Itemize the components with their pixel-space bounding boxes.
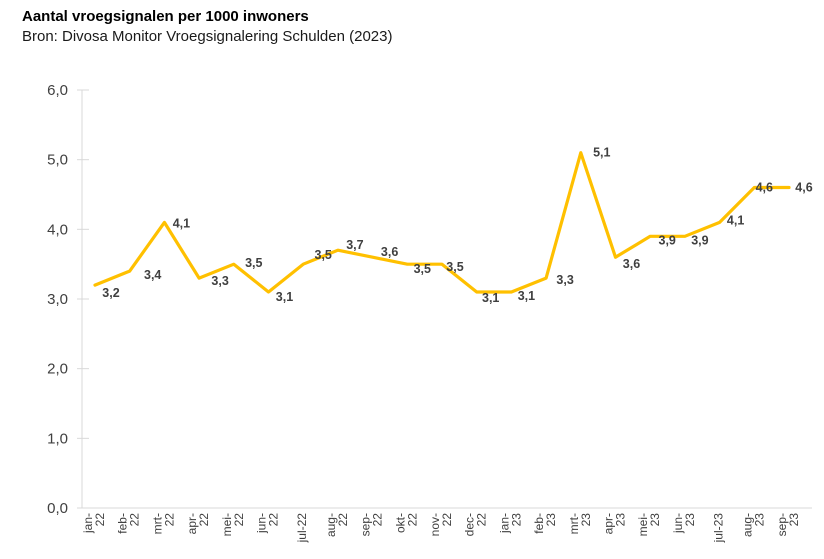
x-tick-label: mrt- (150, 513, 164, 534)
axes (81, 90, 812, 509)
x-tick-label: 22 (267, 513, 281, 527)
data-point-label: 3,7 (346, 238, 363, 252)
x-tick-label: jul-22 (295, 513, 309, 544)
x-tick-label: feb- (116, 513, 130, 534)
x-tick-label: sep- (359, 513, 373, 536)
series-line (93, 151, 791, 294)
x-tick-labels: jan-22 feb-22 mrt-22 apr-22 mei-22 jun-22 jul-… (81, 513, 801, 544)
data-point-label: 4,6 (795, 181, 812, 195)
data-point-label: 3,5 (245, 256, 262, 270)
y-tick-label: 0,0 (47, 500, 68, 517)
x-tick-label: mei- (220, 513, 234, 536)
x-tick-label: jan- (81, 513, 95, 534)
x-tick-label: 23 (752, 513, 766, 527)
x-tick-label: 22 (440, 513, 454, 527)
x-tick-label: feb- (532, 513, 546, 534)
data-labels: 3,2 3,4 4,1 3,3 3,5 3,1 3,5 3,7 3,6 3,5 3,5 3,1 3,1 3… (102, 146, 812, 305)
chart-title: Aantal vroegsignalen per 1000 inwoners (22, 8, 309, 25)
x-tick-label: 22 (475, 513, 489, 527)
x-tick-label: 22 (405, 513, 419, 527)
data-point-label: 3,5 (446, 260, 463, 274)
data-point-label: 3,1 (276, 290, 293, 304)
data-point-label: 3,2 (102, 286, 119, 300)
data-point-label: 3,6 (381, 245, 398, 259)
x-tick-label: aug- (740, 513, 754, 537)
chart-source: Bron: Divosa Monitor Vroegsignalering Sc… (22, 28, 393, 45)
x-tick-label: okt- (393, 513, 407, 533)
x-tick-label: jun- (671, 513, 685, 534)
x-tick-label: 23 (683, 513, 697, 527)
y-tick-label: 5,0 (47, 152, 68, 169)
x-tick-label: jun- (255, 513, 269, 534)
data-point-label: 3,6 (623, 257, 640, 271)
y-tick-label: 6,0 (47, 82, 68, 99)
x-tick-label: 22 (336, 513, 350, 527)
y-tick-label: 1,0 (47, 430, 68, 447)
y-tick-label: 2,0 (47, 361, 68, 378)
x-tick-label: 23 (614, 513, 628, 527)
x-tick-label: apr- (602, 513, 616, 534)
data-point-label: 3,3 (211, 274, 228, 288)
x-tick-label: 23 (579, 513, 593, 527)
data-point-label: 4,1 (173, 216, 190, 230)
x-tick-label: jan- (497, 513, 511, 534)
x-tick-label: jul-23 (712, 513, 726, 544)
x-tick-label: 22 (232, 513, 246, 527)
x-tick-label: 22 (371, 513, 385, 527)
data-point-label: 3,5 (315, 248, 332, 262)
data-point-label: 3,3 (556, 273, 573, 287)
x-tick-label: apr- (185, 513, 199, 534)
x-tick-label: aug- (324, 513, 338, 537)
data-point-label: 4,1 (727, 213, 744, 227)
x-tick-label: 23 (544, 513, 558, 527)
data-point-label: 3,1 (482, 291, 499, 305)
x-tick-label: 22 (197, 513, 211, 527)
x-tick-label: sep- (775, 513, 789, 536)
y-tick-label: 3,0 (47, 291, 68, 308)
x-tick-label: mrt- (567, 513, 581, 534)
data-point-label: 3,9 (691, 233, 708, 247)
x-tick-label: dec- (463, 513, 477, 536)
data-point-label: 5,1 (593, 146, 610, 160)
x-tick-label: 23 (787, 513, 801, 527)
y-tick-labels: 0,0 1,0 2,0 3,0 4,0 5,0 6,0 (47, 82, 89, 517)
x-tick-label: nov- (428, 513, 442, 536)
y-tick-label: 4,0 (47, 221, 68, 238)
data-point-label: 4,6 (756, 181, 773, 195)
x-tick-label: mei- (636, 513, 650, 536)
data-point-label: 3,1 (518, 289, 535, 303)
data-point-label: 3,4 (144, 268, 161, 282)
x-tick-label: 22 (162, 513, 176, 527)
data-point-label: 3,5 (414, 262, 431, 276)
data-point-label: 3,9 (659, 233, 676, 247)
x-tick-label: 23 (648, 513, 662, 527)
x-tick-label: 22 (93, 513, 107, 527)
x-tick-label: 23 (509, 513, 523, 527)
x-tick-label: 22 (128, 513, 142, 527)
